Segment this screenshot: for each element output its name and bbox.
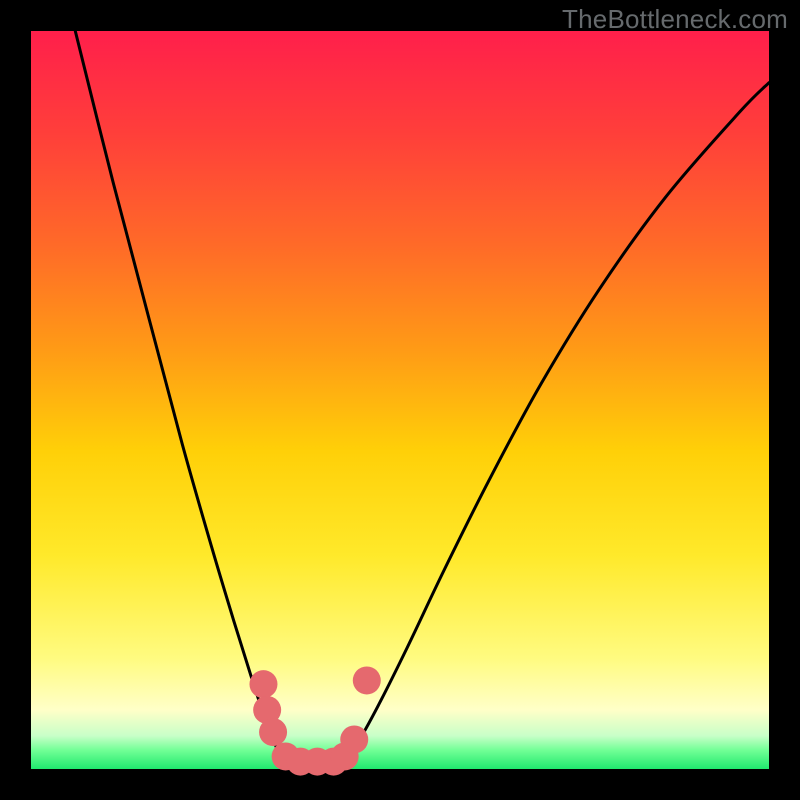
data-marker xyxy=(249,670,277,698)
chart-root: TheBottleneck.com xyxy=(0,0,800,800)
markers-svg xyxy=(0,0,800,800)
data-marker xyxy=(340,725,368,753)
data-marker xyxy=(353,666,381,694)
watermark-text: TheBottleneck.com xyxy=(562,4,788,35)
data-marker xyxy=(259,718,287,746)
